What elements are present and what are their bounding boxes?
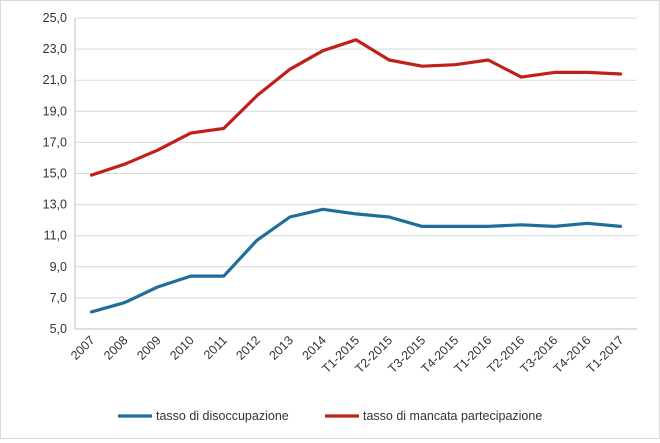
y-tick-label: 11,0 bbox=[44, 229, 67, 243]
y-tick-label: 25,0 bbox=[43, 11, 67, 25]
gridlines bbox=[75, 17, 637, 299]
y-tick-label: 15,0 bbox=[43, 167, 67, 181]
legend-label: tasso di disoccupazione bbox=[156, 409, 289, 423]
legend-label: tasso di mancata partecipazione bbox=[363, 409, 542, 423]
x-axis-tick-labels: 2007 2008 2009 2010 2011 2012 2013 2014T1-2015T… bbox=[68, 333, 627, 376]
y-tick-label: 7,0 bbox=[50, 291, 67, 305]
x-tick-label: 2007 bbox=[68, 333, 98, 363]
y-tick-label: 17,0 bbox=[43, 135, 67, 149]
series-lines bbox=[89, 38, 623, 314]
x-tick-label: 2013 bbox=[266, 333, 296, 363]
x-tick-label: 2009 bbox=[134, 333, 164, 363]
series-line-1 bbox=[89, 207, 623, 314]
y-axis-tick-labels: 5,0 7,0 9,0 11,0 13,0 15,0 17,0 19,0 21,0 23,0 25,… bbox=[43, 11, 67, 336]
y-tick-label: 19,0 bbox=[43, 104, 67, 118]
x-tick-label: 2014 bbox=[299, 333, 329, 363]
axes bbox=[74, 18, 637, 330]
series-line-2 bbox=[89, 38, 623, 177]
x-tick-label: T1-2017 bbox=[584, 333, 627, 376]
y-tick-label: 23,0 bbox=[43, 42, 67, 56]
x-tick-label: 2010 bbox=[167, 333, 197, 363]
y-tick-label: 13,0 bbox=[43, 198, 67, 212]
x-tick-label: 2011 bbox=[201, 333, 230, 362]
x-tick-label: 2008 bbox=[101, 333, 131, 363]
y-tick-label: 21,0 bbox=[43, 73, 67, 87]
x-tick-label: 2012 bbox=[233, 333, 263, 363]
y-tick-label: 5,0 bbox=[50, 322, 67, 336]
y-tick-label: 9,0 bbox=[50, 260, 67, 274]
legend: tasso di disoccupazione tasso di mancata … bbox=[118, 409, 542, 423]
